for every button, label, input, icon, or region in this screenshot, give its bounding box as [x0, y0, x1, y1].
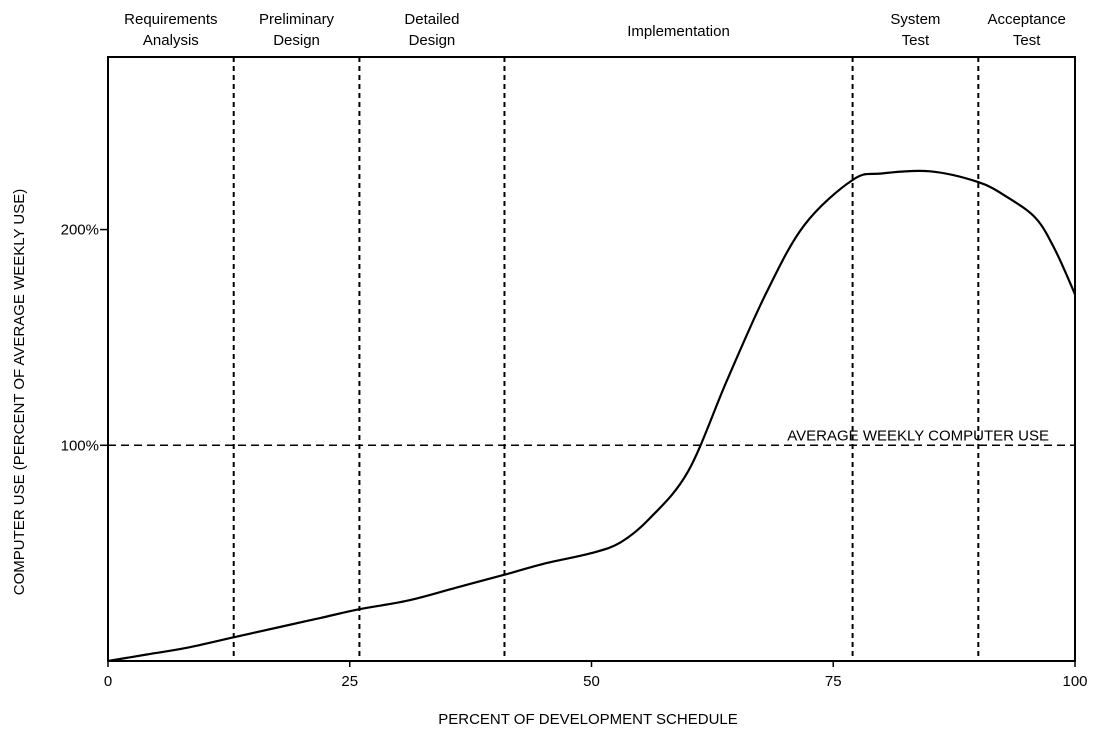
reference-layer: AVERAGE WEEKLY COMPUTER USE: [108, 427, 1075, 447]
y-tick-label: 200%: [61, 222, 99, 239]
phase-label: Design: [273, 32, 320, 49]
phase-layer: Requirements Analysis Preliminary Design Det…: [124, 11, 1066, 661]
phase-label: Implementation: [627, 23, 730, 40]
y-tick-label: 100%: [61, 437, 99, 454]
x-tick-label: 100: [1062, 673, 1087, 690]
plot-frame: [107, 56, 1076, 662]
phase-label: System: [890, 11, 940, 28]
average-reference-label: AVERAGE WEEKLY COMPUTER USE: [787, 427, 1049, 444]
x-tick-label: 50: [583, 673, 600, 690]
label-layer: PERCENT OF DEVELOPMENT SCHEDULE COMPUTER…: [11, 189, 738, 728]
phase-label: Preliminary: [259, 11, 335, 28]
x-tick-label: 75: [825, 673, 842, 690]
axis-layer: 0 25 50 75 100 100% 200%: [61, 56, 1088, 690]
x-tick-label: 25: [341, 673, 358, 690]
computer-use-curve: [107, 169, 1077, 663]
x-axis-title: PERCENT OF DEVELOPMENT SCHEDULE: [438, 711, 738, 728]
phase-label: Requirements: [124, 11, 217, 28]
y-axis-title: COMPUTER USE (PERCENT OF AVERAGE WEEKLY …: [11, 189, 28, 595]
phase-label: Analysis: [143, 32, 199, 49]
x-tick-label: 0: [104, 673, 112, 690]
phase-label: Detailed: [404, 11, 459, 28]
curve-layer: [107, 169, 1077, 663]
phase-label: Acceptance: [987, 11, 1065, 28]
phase-label: Design: [409, 32, 456, 49]
phase-label: Test: [1013, 32, 1041, 49]
phase-label: Test: [902, 32, 930, 49]
